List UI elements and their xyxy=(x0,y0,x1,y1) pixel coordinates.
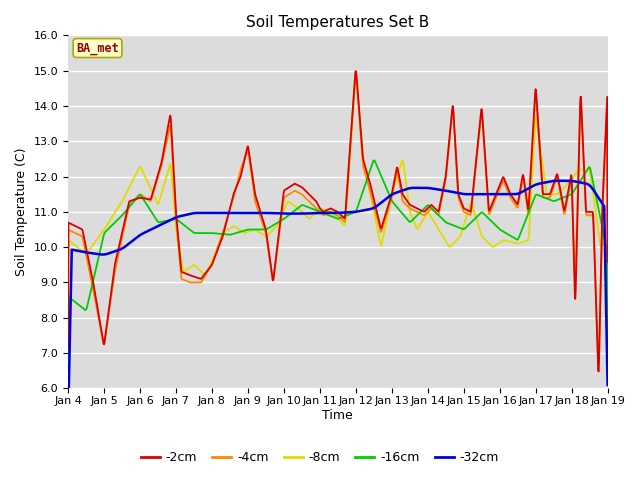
Text: BA_met: BA_met xyxy=(76,42,119,55)
Y-axis label: Soil Temperature (C): Soil Temperature (C) xyxy=(15,148,28,276)
X-axis label: Time: Time xyxy=(323,409,353,422)
Title: Soil Temperatures Set B: Soil Temperatures Set B xyxy=(246,15,429,30)
Legend: -2cm, -4cm, -8cm, -16cm, -32cm: -2cm, -4cm, -8cm, -16cm, -32cm xyxy=(136,446,504,469)
